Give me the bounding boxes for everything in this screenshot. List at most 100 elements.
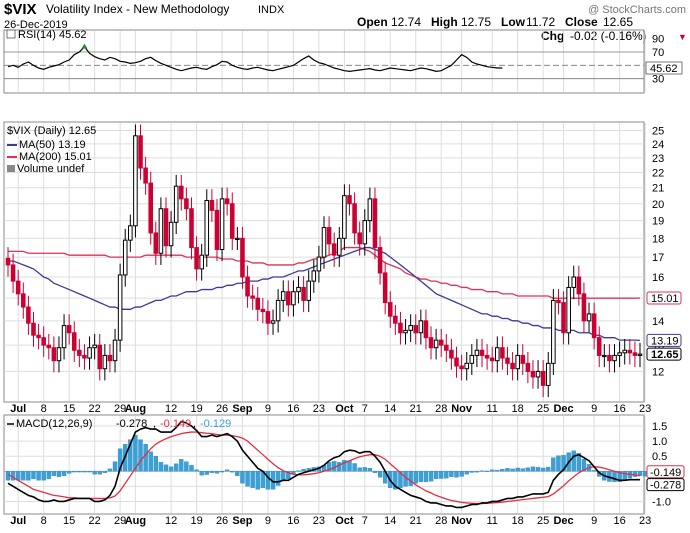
macd-histogram-bar (505, 468, 510, 472)
macd-histogram-bar (571, 450, 576, 472)
macd-histogram-bar (77, 471, 82, 473)
macd-histogram-bar (433, 471, 439, 479)
candle-body (122, 239, 128, 276)
candle-body (250, 295, 255, 299)
macd-histogram-bar (163, 464, 169, 472)
price-date-label: Nov (451, 403, 473, 415)
value-tags: 45.62 15.01 13.19 12.65 -0.149-0.278 (645, 61, 685, 492)
candle-body (418, 320, 424, 334)
price-tick-label: 20 (652, 199, 664, 211)
macd-histogram-bar (546, 466, 551, 472)
price-date-label: 28 (435, 403, 447, 415)
macd-date-label: 9 (591, 515, 597, 527)
candle-body (408, 325, 413, 331)
macd-histogram-bar (128, 439, 133, 472)
price-date-label: 14 (384, 403, 396, 415)
price-date-label: 8 (41, 403, 47, 415)
price-value-tag-label: 15.01 (651, 293, 679, 305)
macd-histogram-bar (72, 471, 77, 473)
macd-histogram-bar (377, 471, 383, 478)
candle-body (362, 220, 368, 245)
macd-date-label: 16 (287, 515, 299, 527)
candle-body (311, 270, 317, 282)
rsi-tick-label: 90 (652, 34, 664, 46)
macd-histogram-bar (204, 471, 209, 475)
price-date-label: 23 (639, 403, 651, 415)
macd-tick-label: 0.5 (652, 451, 667, 463)
macd-histogram-bar (551, 457, 556, 472)
signal-line (7, 431, 641, 505)
macd-histogram-bar (474, 471, 480, 473)
candle-body (31, 322, 36, 336)
candle-body (240, 237, 245, 278)
candle-body (245, 276, 250, 297)
macd-date-label: 14 (384, 515, 396, 527)
rsi-tick-label: 70 (652, 47, 664, 59)
candle-body (51, 347, 57, 362)
candle-body (301, 286, 306, 301)
macd-date-label: 23 (313, 515, 325, 527)
candle-body (612, 354, 617, 362)
macd-date-label: Sep (232, 515, 252, 527)
watermark: @ StockCharts.com (588, 4, 686, 16)
candle-body (61, 325, 67, 349)
candle-body (566, 286, 571, 334)
macd-date-label: 22 (89, 515, 101, 527)
macd-histogram-bar (61, 471, 67, 476)
price-tick-label: 23 (652, 153, 664, 165)
macd-histogram-bar (408, 471, 413, 486)
candle-body (204, 199, 210, 256)
candle-body (367, 198, 373, 222)
price-tick-label: 21 (652, 183, 664, 195)
price-date-label: 18 (512, 403, 524, 415)
macd-histogram-bar (219, 471, 225, 473)
rsi-legend: RSI(14) 45.62 (6, 29, 86, 41)
macd-legend-signal-value: -0.149 (160, 418, 191, 430)
candle-body (637, 353, 643, 356)
macd-histogram-bar (51, 471, 57, 476)
candle-body (515, 354, 520, 370)
candle-body (622, 349, 627, 354)
price-date-label: 26 (216, 403, 228, 415)
candle-body (112, 339, 118, 362)
macd-histogram-bar (530, 466, 536, 472)
candle-body (71, 332, 77, 351)
down-arrow-icon: ▼ (678, 32, 687, 42)
quote-high-value: 12.75 (461, 15, 491, 29)
candle-body (255, 297, 261, 310)
candle-body (5, 257, 11, 266)
macd-date-label: 25 (537, 515, 549, 527)
price-date-label: 22 (89, 403, 101, 415)
candle-body (143, 167, 148, 184)
candle-body (214, 209, 220, 250)
candle-body (331, 243, 337, 256)
candle-body (168, 221, 174, 247)
candle-body (92, 344, 97, 349)
quote-high-label: High (431, 15, 458, 29)
candle-body (586, 313, 592, 322)
candle-body (148, 182, 153, 234)
price-value-tag (646, 291, 682, 305)
macd-histogram-bar (174, 463, 179, 472)
price-value-tag (646, 333, 682, 347)
macd-tick-label: 1.0 (652, 436, 667, 448)
macd-legend-histogram-value: -0.129 (200, 418, 231, 430)
quote-change-value: -0.02 (-0.16%) (570, 29, 647, 43)
price-date-label: 9 (265, 403, 271, 415)
macd-date-label: 8 (41, 515, 47, 527)
macd-histogram-bar (245, 471, 250, 487)
candle-body (46, 344, 52, 349)
macd-histogram-bar (423, 471, 429, 482)
candle-body (87, 347, 92, 359)
macd-histogram-bar (352, 463, 357, 472)
quote-bar: Open 12.74 High 12.75 Low 11.72 Close 12… (357, 15, 687, 43)
candle-body (469, 354, 475, 364)
candle-body (596, 337, 602, 356)
macd-histogram-bar (143, 443, 148, 472)
macd-date-label: 9 (265, 515, 271, 527)
candle-body (128, 225, 133, 241)
candle-body (510, 362, 515, 370)
candle-body (454, 357, 459, 367)
price-tick-label: 22 (652, 167, 664, 179)
